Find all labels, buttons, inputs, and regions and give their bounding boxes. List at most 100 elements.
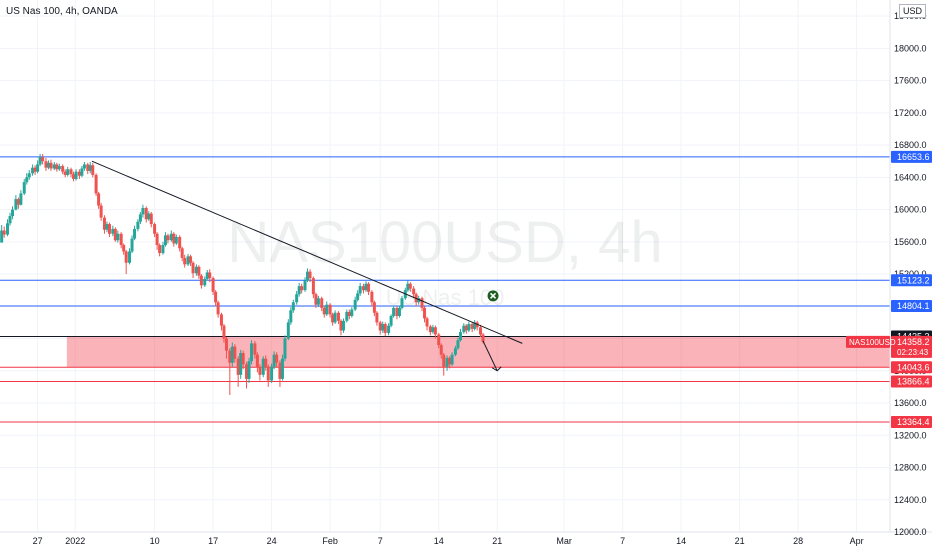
level-label: 13866.4 bbox=[897, 377, 930, 387]
support-zone[interactable] bbox=[66, 336, 890, 368]
candle-body bbox=[94, 174, 98, 194]
x-tick-labels: 27 2022 10 17 24 Feb 7 14 21 Mar 7 14 21 28 Apr bbox=[33, 536, 864, 546]
x-tick-label: 2022 bbox=[65, 536, 85, 546]
candle-body bbox=[130, 238, 134, 252]
candle-body bbox=[230, 346, 234, 363]
candle-body bbox=[320, 298, 324, 308]
candle-body bbox=[97, 193, 101, 206]
y-tick-label: 12400.0 bbox=[894, 495, 927, 505]
grid-lines bbox=[0, 0, 890, 533]
candle-body bbox=[183, 257, 187, 265]
candle-body bbox=[311, 278, 315, 295]
candle-body bbox=[250, 343, 254, 362]
candle-body bbox=[247, 361, 251, 379]
trend-line[interactable] bbox=[91, 160, 523, 344]
candle-body bbox=[378, 322, 382, 331]
candle-body bbox=[245, 364, 249, 379]
candle-body bbox=[316, 298, 320, 305]
x-tick-label: 7 bbox=[378, 536, 383, 546]
candle-body bbox=[442, 354, 446, 367]
candle-body bbox=[72, 174, 76, 179]
candle-body bbox=[375, 312, 379, 323]
currency-badge[interactable]: USD bbox=[898, 4, 926, 18]
candle-body bbox=[128, 251, 132, 263]
candle-body bbox=[331, 314, 335, 323]
candle-body bbox=[194, 266, 198, 274]
drawings[interactable] bbox=[91, 160, 523, 372]
candle-body bbox=[261, 358, 265, 375]
candle-body bbox=[464, 325, 468, 331]
symbol-title[interactable]: US Nas 100, 4h, OANDA bbox=[6, 6, 118, 17]
candle-body bbox=[372, 302, 376, 313]
candle-body bbox=[219, 314, 223, 326]
candle-body bbox=[102, 217, 106, 230]
candle-body bbox=[397, 307, 401, 316]
y-tick-label: 17200.0 bbox=[894, 108, 927, 118]
candle-body bbox=[208, 272, 212, 279]
candle-body bbox=[475, 322, 479, 328]
candle-body bbox=[149, 213, 153, 225]
x-tick-label: 17 bbox=[208, 536, 218, 546]
candle-body bbox=[141, 207, 145, 215]
y-tick-label: 12000.0 bbox=[894, 527, 927, 537]
x-tick-label: 27 bbox=[33, 536, 43, 546]
y-tick-label: 13200.0 bbox=[894, 430, 927, 440]
horizontal-levels[interactable] bbox=[0, 156, 890, 423]
x-tick-label: Feb bbox=[322, 536, 338, 546]
x-tick-label: 21 bbox=[735, 536, 745, 546]
candle-body bbox=[255, 354, 259, 367]
y-tick-label: 16400.0 bbox=[894, 172, 927, 182]
candle-body bbox=[36, 164, 40, 172]
y-tick-label: 12800.0 bbox=[894, 463, 927, 473]
candle-body bbox=[174, 236, 178, 244]
candle-body bbox=[437, 334, 441, 345]
candle-body bbox=[205, 272, 209, 279]
candle-body bbox=[336, 312, 340, 321]
x-tick-label: 24 bbox=[267, 536, 277, 546]
arrow-head bbox=[491, 366, 502, 372]
candle-body bbox=[41, 157, 45, 162]
candle-body bbox=[266, 366, 270, 381]
candle-body bbox=[69, 169, 73, 175]
candle-body bbox=[180, 248, 184, 258]
candle-body bbox=[88, 165, 92, 171]
candle-body bbox=[224, 338, 228, 351]
candle-body bbox=[370, 291, 374, 303]
candle-body bbox=[453, 348, 457, 355]
candle-body bbox=[49, 162, 53, 169]
candle-body bbox=[211, 278, 215, 292]
candle-body bbox=[325, 304, 329, 315]
level-label-bg bbox=[891, 274, 932, 287]
candle-body bbox=[420, 298, 424, 308]
candle-body bbox=[203, 278, 207, 286]
close-circle-icon[interactable] bbox=[487, 290, 499, 302]
candle-body bbox=[113, 228, 117, 241]
y-tick-label: 15600.0 bbox=[894, 237, 927, 247]
candle-body bbox=[467, 324, 471, 331]
candle-body bbox=[306, 271, 310, 281]
candle-body bbox=[80, 168, 84, 176]
candle-body bbox=[328, 304, 332, 315]
candle-body bbox=[314, 294, 318, 305]
candle-body bbox=[439, 344, 443, 355]
support-zone-rect[interactable] bbox=[66, 336, 890, 368]
candle-body bbox=[144, 207, 148, 220]
candle-body bbox=[479, 327, 483, 335]
candle-body bbox=[253, 343, 257, 355]
candle-body bbox=[11, 209, 15, 217]
candle-body bbox=[133, 228, 137, 239]
level-label: 16653.6 bbox=[897, 152, 930, 162]
down-arrow[interactable] bbox=[482, 340, 498, 372]
candle-body bbox=[214, 291, 218, 303]
y-tick-label: 18000.0 bbox=[894, 43, 927, 53]
level-label-bg bbox=[891, 416, 932, 429]
candle-body bbox=[258, 366, 262, 375]
candle-body bbox=[367, 283, 371, 292]
candle-body bbox=[362, 286, 366, 291]
candle-body bbox=[189, 256, 193, 263]
candle-body bbox=[473, 322, 477, 329]
candle-body bbox=[350, 309, 354, 316]
candle-body bbox=[341, 320, 345, 331]
